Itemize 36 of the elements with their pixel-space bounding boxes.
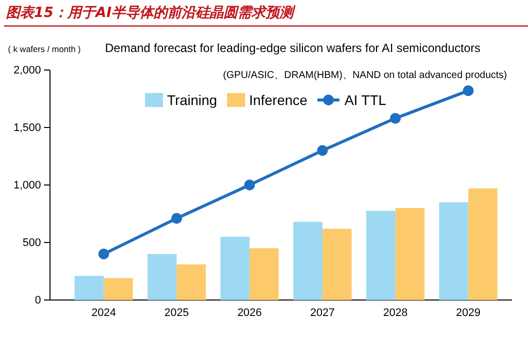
bar xyxy=(147,254,177,300)
x-tick-label: 2027 xyxy=(310,306,335,319)
bar xyxy=(395,208,425,300)
bar xyxy=(176,264,206,300)
y-tick-label: 1,000 xyxy=(13,180,41,192)
y-tick-label: 500 xyxy=(22,237,41,250)
bar xyxy=(439,202,468,300)
bar xyxy=(322,228,352,300)
bar xyxy=(468,188,498,300)
point xyxy=(462,85,474,96)
y-axis-title: ( k wafers / month ) xyxy=(8,44,81,54)
point xyxy=(98,248,110,260)
x-tick-label: 2024 xyxy=(92,306,116,319)
legend-label: AI TTL xyxy=(344,92,386,108)
chart-title: 图表15：用于AI半导体的前沿硅晶圆需求预测 xyxy=(6,5,297,21)
point xyxy=(390,112,401,124)
bar xyxy=(104,278,133,300)
bar xyxy=(74,276,104,300)
bar xyxy=(220,236,250,300)
x-tick-label: 2026 xyxy=(237,306,262,319)
bar xyxy=(250,248,279,300)
point xyxy=(244,180,255,190)
annotation: (GPU/ASIC、DRAM(HBM)、NAND on total advanced products) xyxy=(223,70,507,81)
point xyxy=(317,145,328,156)
x-tick-label: 2025 xyxy=(164,306,189,319)
legend-label: Inference xyxy=(249,92,308,108)
legend-label: Training xyxy=(167,92,218,108)
point xyxy=(171,213,182,224)
bar xyxy=(293,222,322,300)
y-tick-label: 1,500 xyxy=(13,122,41,134)
y-tick-label: 0 xyxy=(34,294,41,307)
bar xyxy=(366,210,396,300)
chart-subtitle: Demand forecast for leading-edge silicon wafers for AI semiconductors xyxy=(105,41,481,55)
x-tick-label: 2028 xyxy=(383,306,408,319)
y-tick-label: 2,000 xyxy=(13,64,41,77)
x-tick-label: 2029 xyxy=(456,306,480,319)
